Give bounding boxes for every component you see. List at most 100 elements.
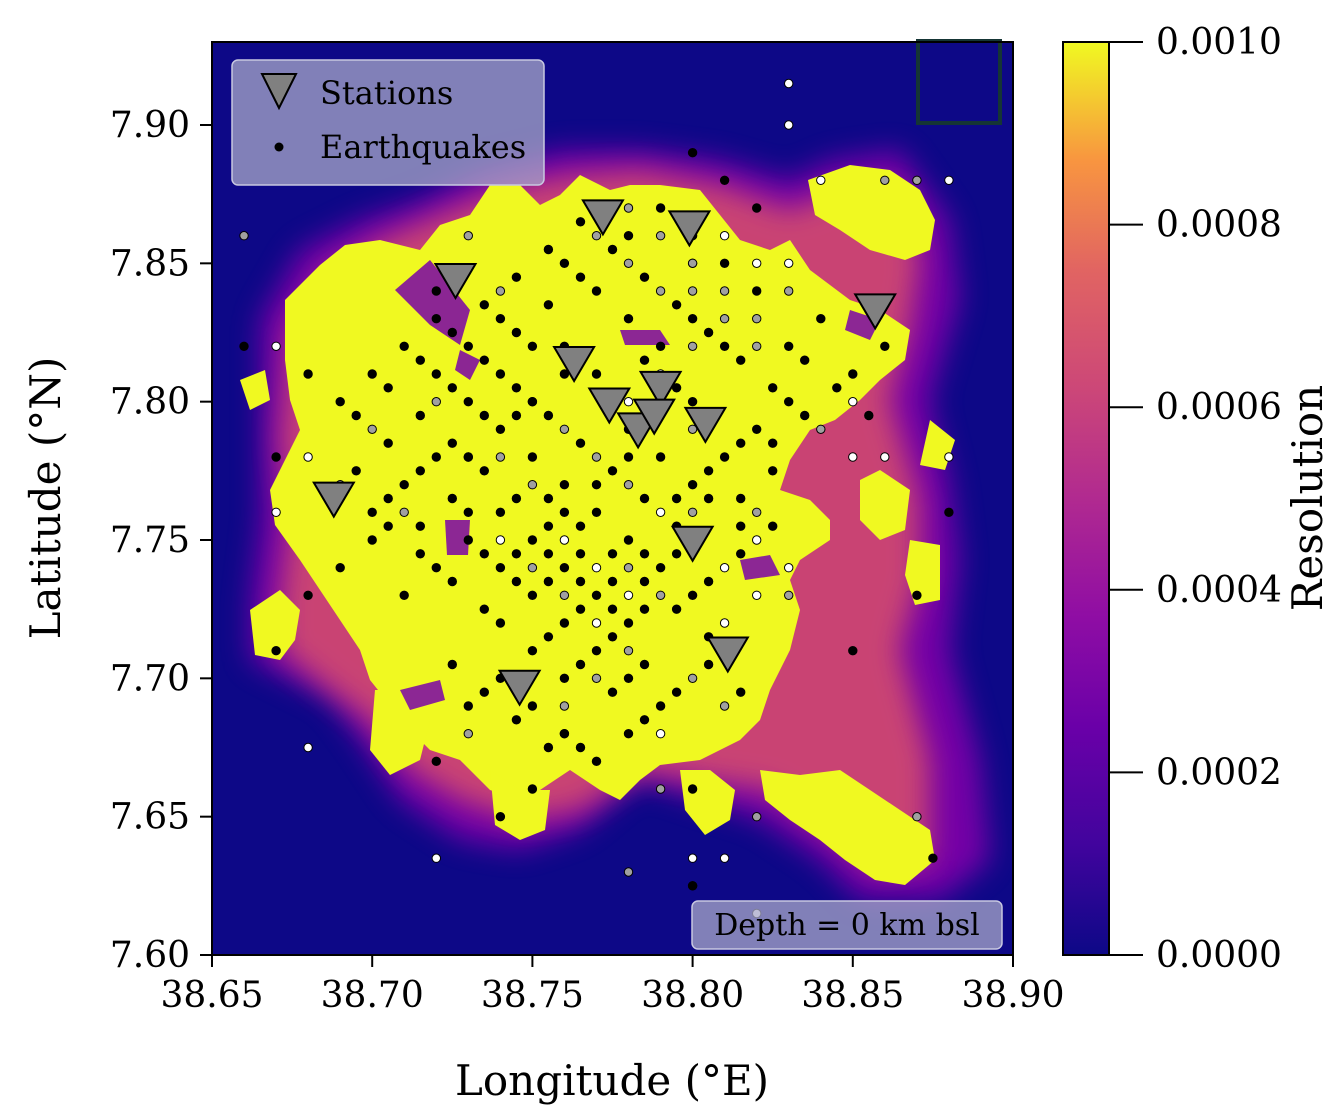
- earthquake-point: [431, 563, 441, 573]
- earthquake-point: [928, 853, 938, 863]
- earthquake-point: [591, 507, 602, 517]
- earthquake-point: [768, 521, 778, 531]
- earthquake-point: [623, 590, 634, 600]
- earthquake-point: [511, 493, 522, 504]
- earthquake-point: [591, 673, 602, 683]
- earthquake-point: [367, 535, 377, 545]
- earthquake-point: [399, 341, 409, 351]
- earthquake-point: [784, 78, 794, 89]
- earthquake-point: [607, 549, 618, 559]
- colorbar-tick-label: 0.0008: [1156, 205, 1282, 246]
- earthquake-point: [367, 369, 377, 379]
- earthquake-point: [687, 424, 698, 434]
- earthquake-point: [591, 646, 602, 656]
- earthquake-point: [719, 314, 730, 324]
- earthquake-point: [383, 521, 393, 531]
- earthquake-point: [848, 369, 858, 379]
- earthquake-point: [271, 507, 281, 517]
- earthquake-point: [623, 618, 634, 628]
- legend-box: [231, 59, 545, 186]
- earthquake-point: [687, 673, 698, 683]
- earthquake-point: [511, 715, 522, 725]
- earthquake-point: [399, 480, 409, 490]
- earthquake-point: [463, 701, 473, 711]
- earthquake-point: [687, 286, 698, 296]
- earthquake-point: [591, 452, 602, 462]
- earthquake-point: [671, 300, 682, 310]
- legend-label-stations: Stations: [320, 74, 453, 112]
- earthquake-point: [559, 673, 570, 683]
- earthquake-point: [623, 646, 634, 656]
- earthquake-point: [559, 729, 570, 739]
- earthquake-point: [543, 244, 554, 255]
- earthquake-point: [479, 466, 489, 476]
- earthquake-point: [655, 590, 666, 600]
- earthquake-point: [752, 535, 762, 545]
- earthquake-point: [495, 369, 506, 379]
- y-axis: 7.60 7.65 7.70 7.75 7.80 7.85 7.90: [110, 105, 212, 976]
- earthquake-point: [575, 217, 586, 227]
- earthquake-point: [719, 563, 730, 573]
- earthquake-point: [575, 659, 586, 670]
- earthquake-point: [848, 646, 858, 656]
- earthquake-point: [639, 659, 650, 670]
- earthquake-point: [527, 590, 538, 600]
- earthquake-point: [687, 507, 698, 517]
- y-axis-title: Latitude (°N): [21, 357, 70, 640]
- earthquake-point: [463, 397, 473, 407]
- earthquake-point: [591, 231, 602, 241]
- earthquake-point: [719, 175, 730, 186]
- earthquake-point: [719, 452, 730, 462]
- earthquake-point: [687, 341, 698, 351]
- colorbar: 0.0000 0.0002 0.0004 0.0006 0.0008 0.0010 Res…: [1062, 22, 1332, 976]
- earthquake-point: [784, 563, 794, 573]
- earthquake-point: [303, 369, 313, 379]
- earthquake-point: [655, 701, 666, 711]
- earthquake-point: [671, 604, 682, 614]
- earthquake-point: [623, 231, 634, 241]
- earthquake-point: [351, 410, 361, 421]
- earthquake-point: [784, 258, 794, 268]
- colorbar-tick-label: 0.0000: [1156, 935, 1282, 976]
- earthquake-point: [271, 452, 281, 462]
- station-marker: [312, 481, 356, 519]
- earthquake-point: [607, 466, 618, 476]
- colorbar-tick-label: 0.0002: [1156, 752, 1282, 793]
- earthquake-point: [303, 742, 313, 753]
- earthquake-point: [511, 410, 522, 421]
- earthquake-point: [944, 452, 954, 462]
- earthquake-point: [559, 618, 570, 628]
- earthquake-point: [655, 507, 666, 517]
- earthquake-point: [912, 175, 922, 186]
- earthquake-point: [944, 175, 954, 186]
- earthquake-point: [752, 258, 762, 268]
- x-tick-label: 38.90: [961, 975, 1064, 1016]
- earthquake-point: [687, 853, 698, 863]
- earthquake-point: [495, 424, 506, 434]
- earthquake-point: [543, 632, 554, 642]
- earthquake-point: [719, 341, 730, 351]
- earthquake-point: [703, 493, 714, 504]
- station-marker: [706, 636, 750, 674]
- earthquake-point: [623, 729, 634, 739]
- station-marker: [497, 669, 542, 707]
- earthquake-point: [607, 576, 618, 587]
- y-tick-label: 7.80: [110, 382, 190, 423]
- earthquake-point: [495, 314, 506, 324]
- earthquake-point: [431, 314, 441, 324]
- earthquake-point: [575, 521, 586, 531]
- earthquake-point: [479, 604, 489, 614]
- earthquake-point: [800, 410, 810, 421]
- station-marker: [853, 293, 897, 331]
- earthquake-point: [639, 604, 650, 614]
- earthquake-point: [271, 341, 281, 351]
- legend-label-earthquakes: Earthquakes: [320, 128, 526, 166]
- earthquake-point: [639, 715, 650, 725]
- earthquake-point: [543, 549, 554, 559]
- earthquake-point: [559, 480, 570, 490]
- earthquake-point: [351, 466, 361, 476]
- earthquake-point: [527, 784, 538, 794]
- earthquake-point: [639, 355, 650, 365]
- earthquake-point: [591, 590, 602, 600]
- x-tick-label: 38.75: [481, 975, 584, 1016]
